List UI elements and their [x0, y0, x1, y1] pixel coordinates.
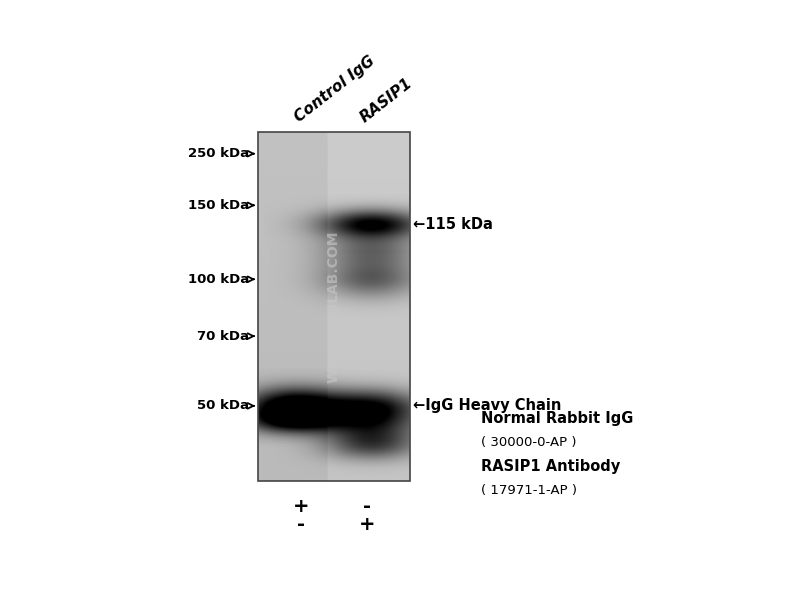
Text: +: +: [293, 497, 310, 516]
Text: 50 kDa: 50 kDa: [197, 400, 249, 412]
Text: RASIP1: RASIP1: [358, 75, 415, 125]
Text: 70 kDa: 70 kDa: [197, 329, 249, 343]
Text: WWW.PTGLAB.COM: WWW.PTGLAB.COM: [327, 230, 341, 383]
Text: Control IgG: Control IgG: [292, 53, 378, 125]
Text: 250 kDa: 250 kDa: [188, 147, 249, 160]
Text: ←115 kDa: ←115 kDa: [413, 217, 493, 232]
Text: ( 17971-1-AP ): ( 17971-1-AP ): [482, 484, 578, 497]
Text: ( 30000-0-AP ): ( 30000-0-AP ): [482, 436, 577, 449]
Text: RASIP1 Antibody: RASIP1 Antibody: [482, 458, 621, 473]
Text: ←IgG Heavy Chain: ←IgG Heavy Chain: [413, 398, 562, 413]
Text: 100 kDa: 100 kDa: [187, 273, 249, 286]
Text: -: -: [298, 515, 306, 534]
Text: 150 kDa: 150 kDa: [188, 199, 249, 212]
Text: +: +: [358, 515, 375, 534]
Text: Normal Rabbit IgG: Normal Rabbit IgG: [482, 410, 634, 425]
Bar: [258, 132, 410, 481]
Text: -: -: [362, 497, 370, 516]
